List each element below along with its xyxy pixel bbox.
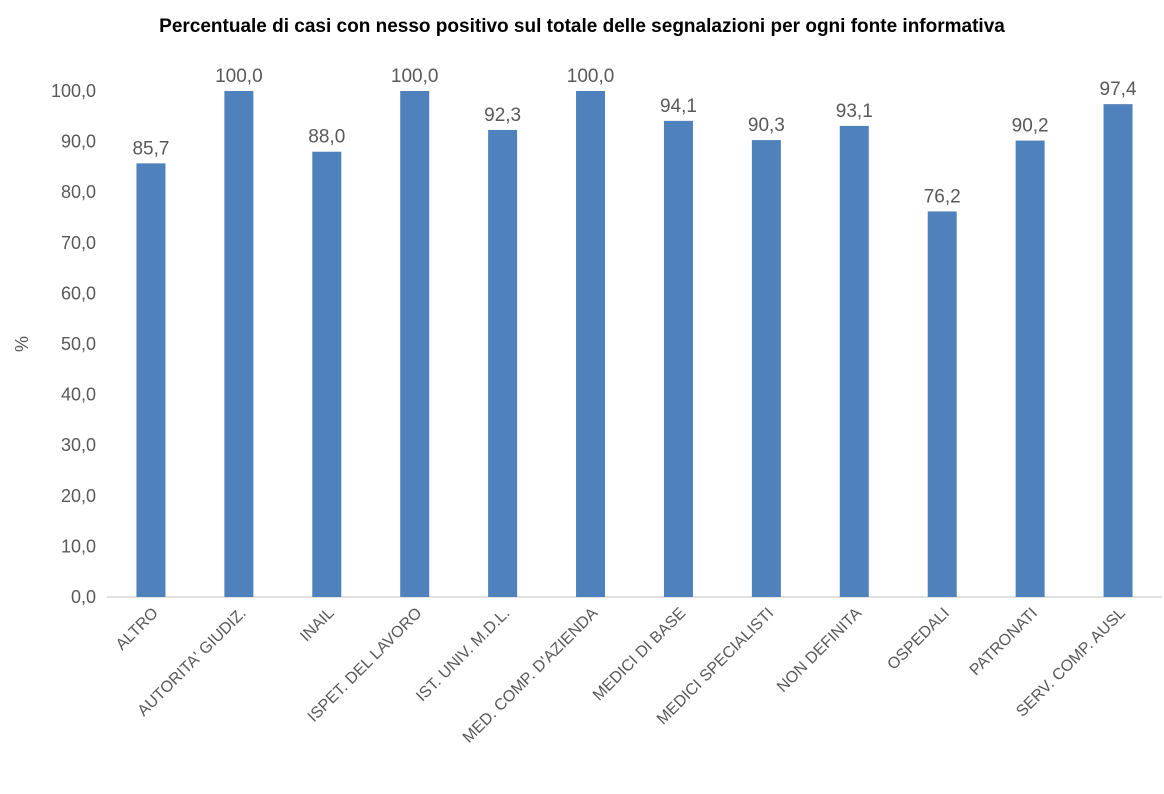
bar [663,120,693,597]
y-axis-title: % [12,336,32,352]
data-label: 90,2 [1012,116,1049,137]
x-tick-label: MEDICI DI BASE [590,605,689,704]
bar [312,151,342,597]
y-tick-label: 30,0 [61,435,96,455]
y-tick-label: 70,0 [61,233,96,253]
bar [224,91,254,597]
y-tick-label: 20,0 [61,486,96,506]
data-label: 90,3 [748,115,785,136]
x-tick-label: PATRONATI [967,605,1041,679]
y-tick-label: 60,0 [61,283,96,303]
y-tick-label: 40,0 [61,385,96,405]
data-label: 93,1 [836,101,873,122]
bars [136,91,1133,598]
x-tick-label: OSPEDALI [884,605,953,674]
x-tick-label: INAIL [297,605,337,645]
data-label: 100,0 [391,66,439,87]
bar [400,91,430,597]
data-label: 76,2 [924,186,961,207]
bar [1103,104,1133,597]
bar [1015,140,1045,597]
bar [136,163,166,597]
data-label: 88,0 [308,127,345,148]
data-label: 92,3 [484,105,521,126]
data-label: 97,4 [1100,79,1137,100]
data-labels: 85,7 100,0 88,0 100,0 92,3 100,0 94,1 90,3 93,1 7… [132,66,1136,207]
data-label: 100,0 [215,66,263,87]
x-tick-label: NON DEFINITA [774,605,865,696]
data-label: 94,1 [660,96,697,117]
y-axis-ticks: 0,0 10,0 20,0 30,0 40,0 50,0 60,0 70,0 80,0 90,0 1… [51,81,96,607]
bar [488,129,518,597]
y-tick-label: 10,0 [61,536,96,556]
bar [576,91,606,597]
y-tick-label: 50,0 [61,334,96,354]
x-tick-label: IST. UNIV. M.D.L. [413,605,513,705]
y-tick-label: 80,0 [61,182,96,202]
bar [751,140,781,597]
data-label: 85,7 [132,138,169,159]
y-tick-label: 90,0 [61,132,96,152]
y-tick-label: 0,0 [71,587,96,607]
x-tick-label: ALTRO [113,605,162,654]
bar [927,211,957,598]
bar [839,125,869,597]
data-label: 100,0 [567,66,615,87]
y-tick-label: 100,0 [51,81,96,101]
chart-title: Percentuale di casi con nesso positivo s… [159,16,1005,37]
